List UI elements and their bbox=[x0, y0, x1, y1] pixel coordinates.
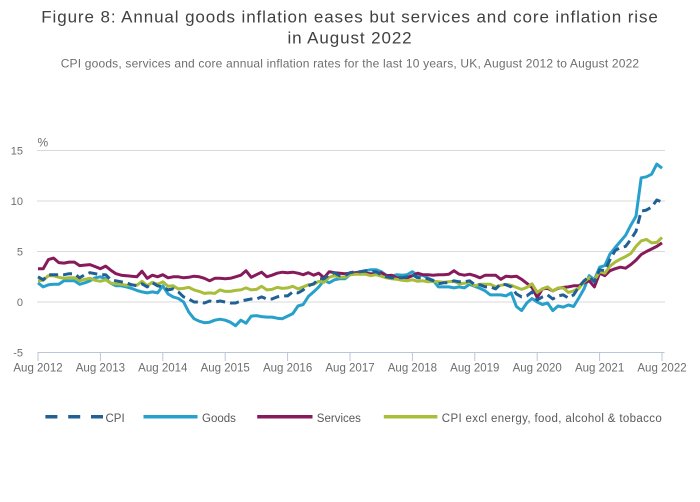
svg-text:CPI: CPI bbox=[106, 413, 125, 425]
svg-text:-5: -5 bbox=[13, 348, 23, 360]
svg-text:Aug 2021: Aug 2021 bbox=[575, 363, 624, 375]
svg-text:10: 10 bbox=[11, 196, 23, 208]
svg-text:Aug 2020: Aug 2020 bbox=[513, 363, 562, 375]
svg-text:%: % bbox=[38, 136, 49, 150]
svg-text:Aug 2017: Aug 2017 bbox=[325, 363, 374, 375]
svg-text:Aug 2016: Aug 2016 bbox=[263, 363, 312, 375]
svg-text:5: 5 bbox=[17, 247, 23, 259]
svg-text:CPI excl energy, food, alcohol: CPI excl energy, food, alcohol & tobacco bbox=[442, 413, 662, 425]
svg-text:0: 0 bbox=[17, 297, 23, 309]
svg-text:Aug 2019: Aug 2019 bbox=[450, 363, 499, 375]
svg-text:Aug 2012: Aug 2012 bbox=[13, 363, 62, 375]
svg-text:Aug 2013: Aug 2013 bbox=[76, 363, 125, 375]
svg-text:Aug 2014: Aug 2014 bbox=[138, 363, 188, 375]
svg-text:Figure 8: Annual goods inflati: Figure 8: Annual goods inflation eases b… bbox=[41, 8, 659, 27]
svg-text:Goods: Goods bbox=[202, 413, 236, 425]
svg-text:Services: Services bbox=[317, 413, 361, 425]
svg-text:CPI goods, services and core a: CPI goods, services and core annual infl… bbox=[61, 57, 640, 71]
svg-text:Aug 2015: Aug 2015 bbox=[201, 363, 250, 375]
svg-text:15: 15 bbox=[11, 146, 23, 158]
svg-text:Aug 2022: Aug 2022 bbox=[637, 363, 686, 375]
svg-text:Aug 2018: Aug 2018 bbox=[388, 363, 437, 375]
svg-text:in August 2022: in August 2022 bbox=[287, 29, 412, 48]
